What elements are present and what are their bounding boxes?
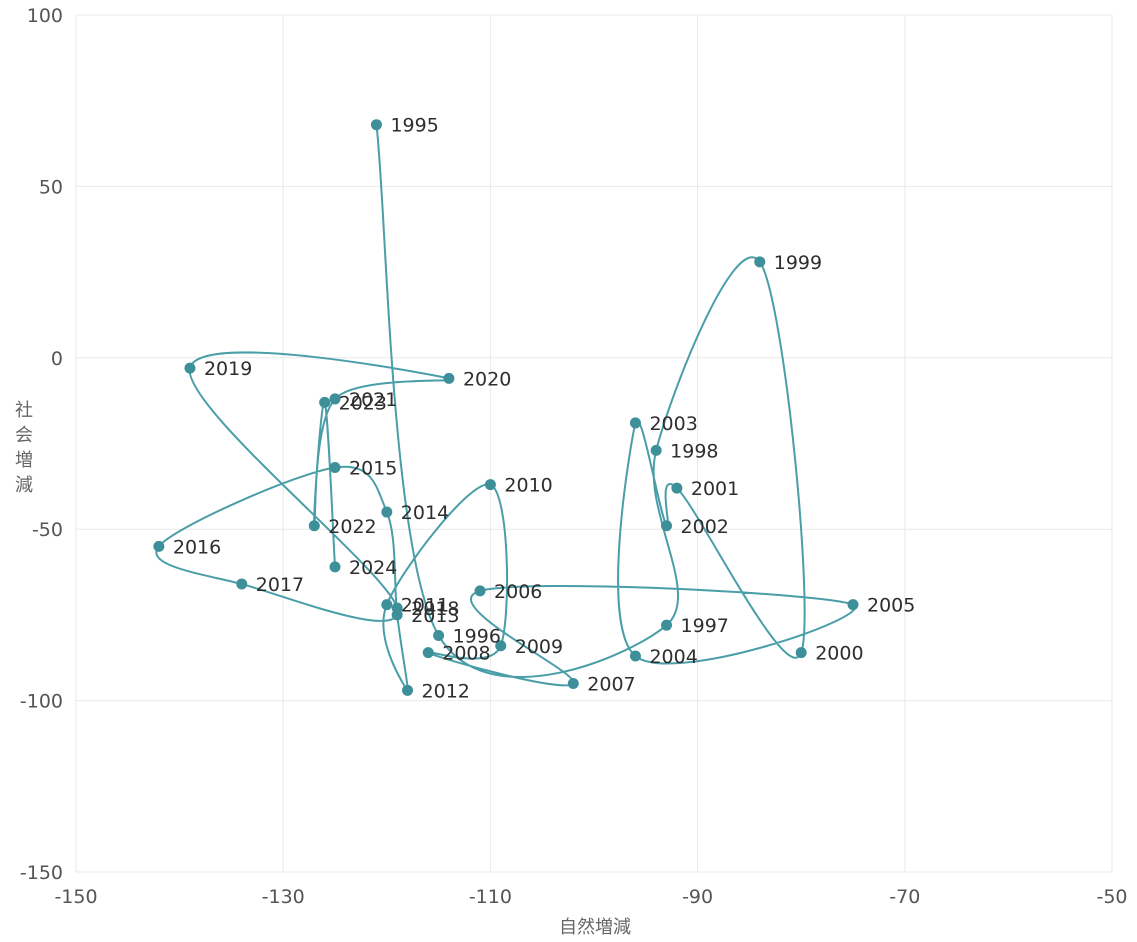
data-point[interactable] [650,444,662,456]
data-point[interactable] [236,578,248,590]
y-tick-label: 100 [27,5,63,27]
point-label: 2024 [349,557,397,579]
series-path [155,124,857,692]
data-point[interactable] [495,640,507,652]
data-point[interactable] [381,599,393,611]
data-point[interactable] [795,647,807,659]
point-label: 2023 [339,392,387,414]
point-label: 2010 [504,475,552,497]
data-point[interactable] [484,479,496,491]
axes: 自然増減 社会増減 -150 -130 -110 -90 -70 -50 100 50 0 -50… [15,5,1128,938]
point-label: 2006 [494,581,542,603]
point-label: 2002 [681,516,729,538]
y-tick-label: -100 [20,691,63,713]
point-label: 2012 [422,680,470,702]
point-label: 2022 [328,516,376,538]
point-label: 1998 [670,440,718,462]
point-label: 2000 [815,643,863,665]
data-point[interactable] [629,650,641,662]
y-tick-label: 50 [39,176,63,198]
gridlines [75,14,1113,873]
data-point[interactable] [184,362,196,374]
data-point[interactable] [329,461,341,473]
data-point[interactable] [433,629,445,641]
point-label: 1996 [453,625,501,647]
data-point[interactable] [661,520,673,532]
data-point[interactable] [847,599,859,611]
y-tick-label: 0 [51,348,63,370]
point-labels: 1995 1996 1997 1998 1999 2000 2001 2002 2003 2004… [173,115,915,703]
data-point[interactable] [422,647,434,659]
x-tick-label: -130 [262,886,305,908]
y-tick-label: -150 [20,862,63,884]
data-point[interactable] [474,585,486,597]
data-point[interactable] [381,506,393,518]
point-label: 2015 [349,457,397,479]
data-point[interactable] [391,602,403,614]
point-label: 2009 [515,636,563,658]
data-points [153,119,859,696]
point-label: 1997 [681,615,729,637]
point-label: 2005 [867,595,915,617]
point-label: 1995 [390,115,438,137]
point-label: 2020 [463,368,511,390]
point-label: 2008 [442,643,490,665]
x-axis-title: 自然増減 [559,917,631,938]
data-point[interactable] [329,393,341,405]
y-tick-label: -50 [32,519,63,541]
point-label: 2013 [411,605,459,627]
data-point[interactable] [754,256,766,268]
data-point[interactable] [567,677,579,689]
point-label: 2007 [587,673,635,695]
point-label: 2016 [173,536,221,558]
data-point[interactable] [329,561,341,573]
point-label: 2019 [204,358,252,380]
data-point[interactable] [153,540,165,552]
data-point[interactable] [661,619,673,631]
data-point[interactable] [319,396,331,408]
data-point[interactable] [370,119,382,131]
point-label: 2004 [649,646,697,668]
y-axis-title: 社会増減 [15,400,33,496]
point-label: 2011 [401,595,449,617]
point-label: 2021 [349,389,397,411]
series-line [155,124,857,692]
data-point[interactable] [308,520,320,532]
x-tick-label: -50 [1096,886,1127,908]
x-tick-label: -110 [469,886,512,908]
data-point[interactable] [443,372,455,384]
point-label: 2014 [401,502,449,524]
point-label: 1999 [774,252,822,274]
data-point[interactable] [402,684,414,696]
x-tick-label: -150 [54,886,97,908]
point-label: 2003 [649,413,697,435]
data-point[interactable] [629,417,641,429]
x-tick-label: -70 [889,886,920,908]
point-label: 2018 [411,598,459,620]
x-tick-label: -90 [682,886,713,908]
point-label: 2017 [256,574,304,596]
data-point[interactable] [671,482,683,494]
point-label: 2001 [691,478,739,500]
